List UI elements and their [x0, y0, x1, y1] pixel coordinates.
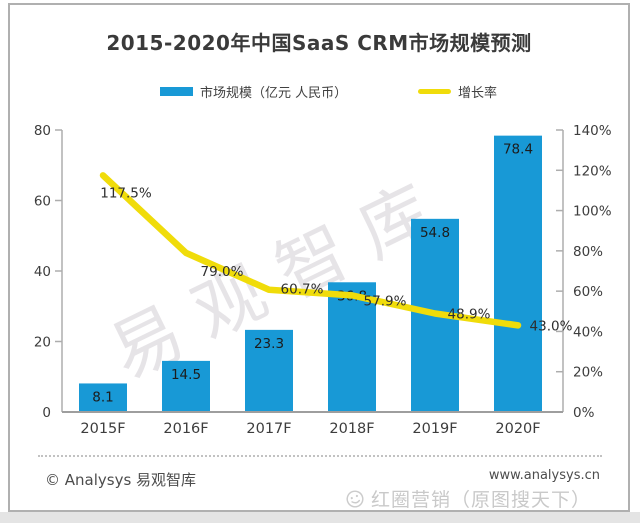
copyright-text: © Analysys 易观智库: [45, 471, 197, 489]
bar: [245, 329, 293, 412]
bottom-strip: [0, 512, 640, 523]
bar-value-label: 78.4: [503, 142, 533, 158]
line-value-label: 48.9%: [448, 307, 491, 323]
left-axis-tick-label: 60: [34, 194, 51, 210]
bottom-watermark: 红圈营销（原图搜天下）: [344, 485, 591, 512]
website-link[interactable]: www.analysys.cn: [488, 468, 600, 483]
x-axis-category-label: 2016F: [163, 421, 208, 437]
growth-rate-line: [99, 172, 522, 329]
line-value-label: 43.0%: [530, 318, 573, 334]
left-axis-tick-label: 40: [34, 264, 51, 280]
legend-bar-swatch-icon: [160, 87, 193, 96]
line-value-label: 60.7%: [281, 282, 324, 298]
right-axis-tick-label: 60%: [573, 284, 603, 300]
bar: [494, 135, 542, 412]
x-axis-category-label: 2019F: [412, 421, 457, 437]
bar: [79, 383, 127, 412]
smiley-face-icon: [346, 489, 364, 508]
line-value-label: 79.0%: [201, 264, 244, 280]
chart-plot: 0 20 40 60 80 0% 20% 40% 60% 80% 100% 120% 140% 8.1 20…: [34, 123, 612, 437]
x-axis-category-label: 2015F: [80, 421, 125, 437]
left-axis-tick-label: 80: [34, 123, 51, 139]
legend-item-growth-rate: 增长率: [418, 82, 497, 101]
legend-label-market-size: 市场规模（亿元 人民币）: [200, 86, 348, 101]
bar-value-label: 8.1: [92, 389, 113, 405]
bar: [162, 360, 210, 412]
legend-label-growth-rate: 增长率: [458, 86, 498, 101]
left-axis-tick-label: 20: [34, 335, 51, 351]
legend-line-swatch-icon: [418, 89, 451, 94]
right-axis-tick-label: 140%: [573, 123, 612, 139]
x-axis-category-label: 2020F: [495, 421, 540, 437]
line-value-label: 117.5%: [100, 185, 152, 201]
line-value-label: 57.9%: [364, 293, 407, 309]
right-axis-tick-label: 20%: [573, 365, 603, 381]
legend-item-market-size: 市场规模（亿元 人民币）: [160, 82, 347, 101]
chart-title: 2015-2020年中国SaaS CRM市场规模预测: [106, 31, 532, 55]
right-axis-tick-label: 40%: [573, 324, 603, 340]
bar-value-label: 23.3: [254, 336, 284, 352]
bar-value-label: 14.5: [171, 367, 201, 383]
left-axis-tick-label: 0: [42, 405, 51, 421]
right-axis-tick-label: 100%: [573, 204, 612, 220]
bar: [328, 282, 376, 412]
bottom-watermark-text: 红圈营销（原图搜天下）: [371, 489, 592, 511]
bar-value-label: 54.8: [420, 225, 450, 241]
right-axis-tick-label: 120%: [573, 163, 612, 179]
right-axis-tick-label: 0%: [573, 405, 595, 421]
x-axis-category-label: 2017F: [246, 421, 291, 437]
x-axis-category-label: 2018F: [329, 421, 374, 437]
right-axis-tick-label: 80%: [573, 244, 603, 260]
chart-card: 2015-2020年中国SaaS CRM市场规模预测 市场规模（亿元 人民币） …: [8, 3, 630, 512]
footer-separator: [38, 455, 602, 457]
